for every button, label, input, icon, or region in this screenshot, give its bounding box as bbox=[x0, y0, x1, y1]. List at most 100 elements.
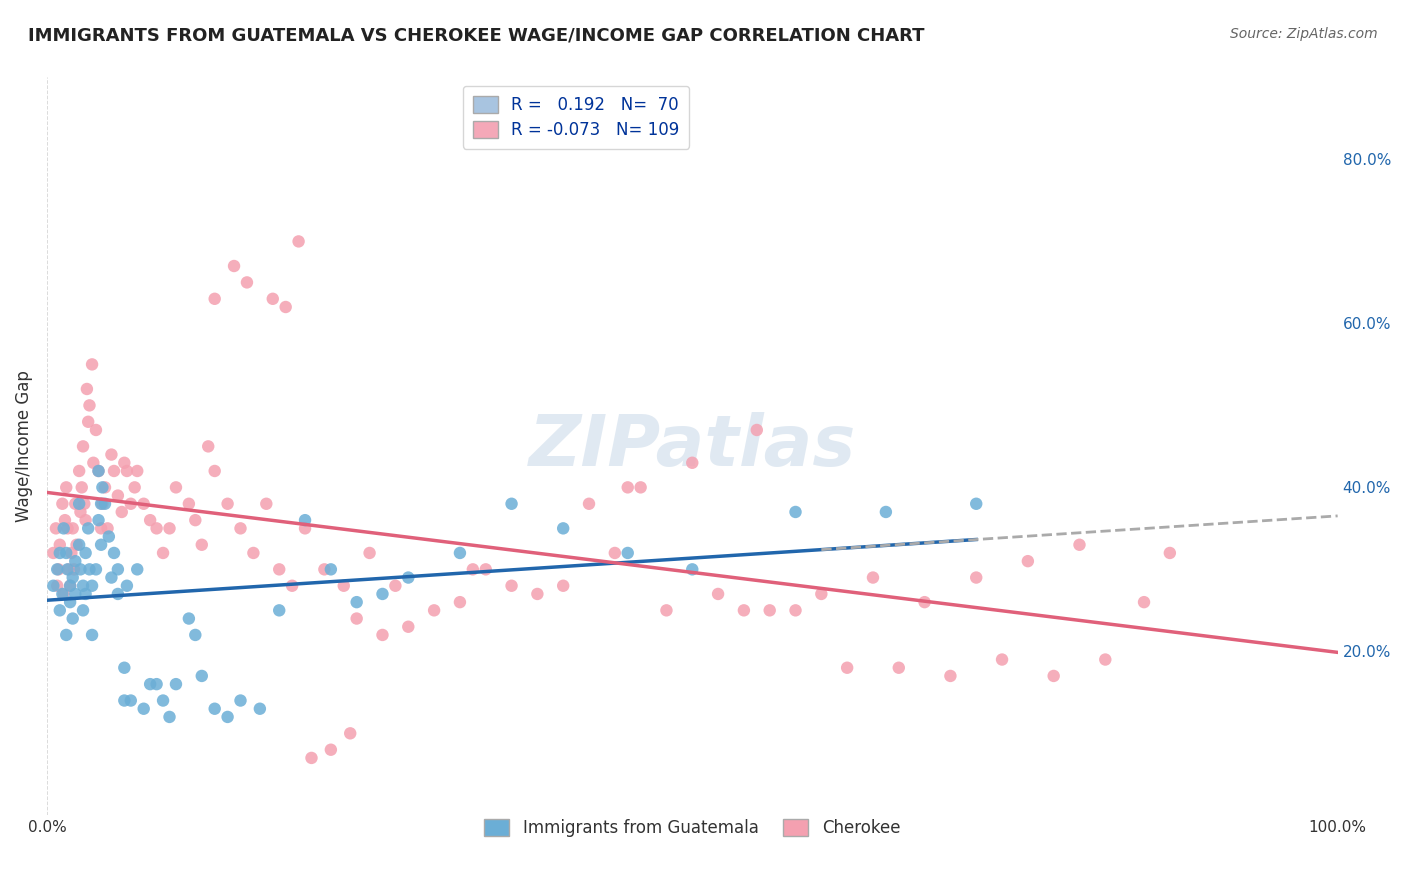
Point bbox=[46, 562, 69, 576]
Point bbox=[526, 587, 548, 601]
Point bbox=[449, 546, 471, 560]
Point bbox=[139, 677, 162, 691]
Point bbox=[91, 480, 114, 494]
Point bbox=[87, 464, 110, 478]
Point bbox=[55, 628, 77, 642]
Point bbox=[55, 480, 77, 494]
Point bbox=[120, 693, 142, 707]
Point bbox=[287, 235, 309, 249]
Point bbox=[733, 603, 755, 617]
Point bbox=[274, 300, 297, 314]
Point bbox=[67, 497, 90, 511]
Point bbox=[52, 521, 75, 535]
Point bbox=[165, 677, 187, 691]
Point bbox=[49, 546, 72, 560]
Point bbox=[159, 521, 181, 535]
Point bbox=[616, 480, 638, 494]
Point bbox=[242, 546, 264, 560]
Point bbox=[107, 562, 129, 576]
Point bbox=[62, 570, 84, 584]
Point bbox=[553, 579, 575, 593]
Point bbox=[314, 562, 336, 576]
Point bbox=[65, 497, 87, 511]
Point bbox=[269, 603, 291, 617]
Point bbox=[75, 546, 97, 560]
Point bbox=[65, 587, 87, 601]
Point bbox=[84, 423, 107, 437]
Point bbox=[127, 464, 149, 478]
Point bbox=[111, 505, 134, 519]
Point bbox=[51, 497, 73, 511]
Point bbox=[69, 505, 91, 519]
Legend: Immigrants from Guatemala, Cherokee: Immigrants from Guatemala, Cherokee bbox=[478, 813, 907, 844]
Point bbox=[70, 480, 93, 494]
Point bbox=[94, 480, 117, 494]
Point bbox=[862, 570, 884, 584]
Point bbox=[75, 513, 97, 527]
Point bbox=[90, 538, 112, 552]
Point bbox=[217, 710, 239, 724]
Point bbox=[49, 603, 72, 617]
Point bbox=[359, 546, 381, 560]
Point bbox=[197, 439, 219, 453]
Point bbox=[82, 456, 104, 470]
Point bbox=[51, 587, 73, 601]
Point bbox=[79, 562, 101, 576]
Point bbox=[204, 702, 226, 716]
Point bbox=[65, 554, 87, 568]
Point bbox=[90, 521, 112, 535]
Point bbox=[707, 587, 730, 601]
Point bbox=[62, 521, 84, 535]
Point bbox=[65, 538, 87, 552]
Point bbox=[384, 579, 406, 593]
Point bbox=[132, 497, 155, 511]
Point bbox=[681, 562, 703, 576]
Point bbox=[294, 521, 316, 535]
Point bbox=[332, 579, 354, 593]
Point bbox=[80, 628, 103, 642]
Point bbox=[67, 464, 90, 478]
Point bbox=[578, 497, 600, 511]
Point bbox=[501, 497, 523, 511]
Point bbox=[77, 521, 100, 535]
Point bbox=[72, 603, 94, 617]
Point bbox=[115, 579, 138, 593]
Point bbox=[939, 669, 962, 683]
Point bbox=[115, 464, 138, 478]
Point bbox=[80, 579, 103, 593]
Point bbox=[991, 652, 1014, 666]
Point bbox=[262, 292, 284, 306]
Point bbox=[461, 562, 484, 576]
Point bbox=[339, 726, 361, 740]
Point bbox=[91, 497, 114, 511]
Point bbox=[165, 480, 187, 494]
Point bbox=[887, 661, 910, 675]
Point bbox=[60, 546, 83, 560]
Text: ZIPatlas: ZIPatlas bbox=[529, 412, 856, 481]
Point bbox=[72, 439, 94, 453]
Point bbox=[449, 595, 471, 609]
Point bbox=[294, 513, 316, 527]
Point bbox=[319, 562, 342, 576]
Point bbox=[396, 570, 419, 584]
Point bbox=[97, 530, 120, 544]
Point bbox=[112, 693, 135, 707]
Point bbox=[222, 259, 245, 273]
Point bbox=[371, 587, 394, 601]
Point bbox=[236, 276, 259, 290]
Point bbox=[1069, 538, 1091, 552]
Point bbox=[103, 464, 125, 478]
Point bbox=[79, 398, 101, 412]
Point bbox=[145, 521, 167, 535]
Point bbox=[112, 661, 135, 675]
Point bbox=[87, 513, 110, 527]
Point bbox=[1133, 595, 1156, 609]
Point bbox=[145, 677, 167, 691]
Point bbox=[745, 423, 768, 437]
Point bbox=[56, 562, 79, 576]
Point bbox=[152, 693, 174, 707]
Point bbox=[758, 603, 780, 617]
Point bbox=[84, 562, 107, 576]
Point bbox=[100, 448, 122, 462]
Point bbox=[152, 546, 174, 560]
